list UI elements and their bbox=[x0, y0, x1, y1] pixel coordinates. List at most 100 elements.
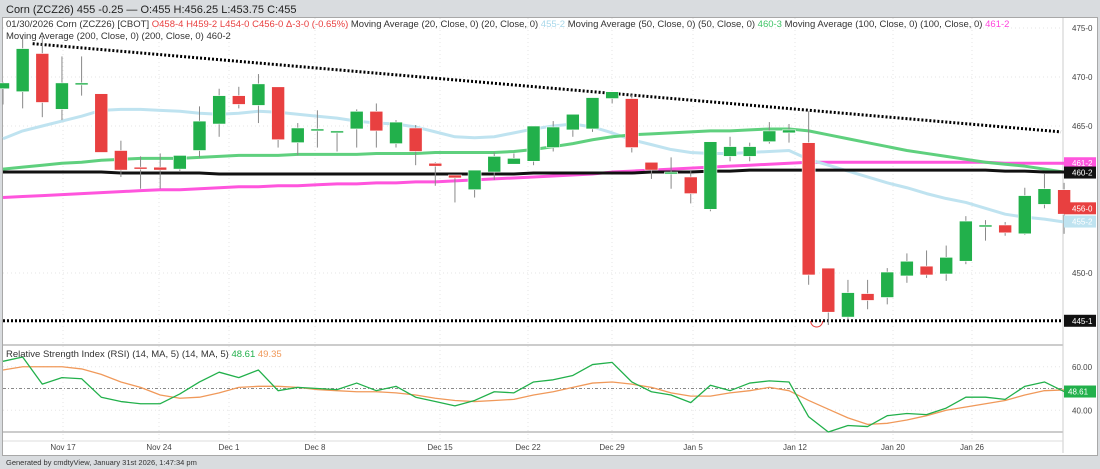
candle[interactable] bbox=[271, 86, 285, 141]
rsi-label: Relative Strength Index (RSI) (14, MA, 5… bbox=[6, 349, 229, 360]
price-tag bbox=[1064, 215, 1096, 228]
candle[interactable] bbox=[998, 224, 1012, 234]
x-axis-tick: Dec 22 bbox=[515, 443, 541, 452]
candle[interactable] bbox=[408, 127, 423, 152]
candle[interactable] bbox=[55, 82, 69, 110]
svg-text:445-1: 445-1 bbox=[1072, 317, 1093, 326]
candle[interactable] bbox=[349, 111, 364, 130]
candle[interactable] bbox=[173, 155, 187, 170]
candle[interactable] bbox=[624, 98, 639, 148]
candle[interactable] bbox=[860, 293, 875, 301]
candle[interactable] bbox=[566, 113, 580, 131]
x-axis-tick: Dec 1 bbox=[219, 443, 240, 452]
price-tag bbox=[1064, 202, 1096, 215]
candle[interactable] bbox=[507, 158, 521, 165]
candle[interactable] bbox=[448, 174, 462, 179]
candle[interactable] bbox=[762, 130, 777, 142]
candle[interactable] bbox=[978, 224, 993, 228]
candle[interactable] bbox=[585, 97, 600, 130]
candle[interactable] bbox=[290, 127, 305, 143]
y-axis-tick: 470-0 bbox=[1072, 73, 1093, 82]
candle[interactable] bbox=[153, 166, 167, 171]
candle[interactable] bbox=[801, 142, 816, 276]
candle[interactable] bbox=[369, 111, 384, 132]
candle[interactable] bbox=[487, 156, 502, 173]
candle[interactable] bbox=[74, 82, 89, 86]
legend-ma20-value: 455-2 bbox=[540, 19, 566, 30]
candle[interactable] bbox=[939, 257, 954, 275]
candle[interactable] bbox=[664, 171, 678, 175]
candle[interactable] bbox=[428, 162, 443, 167]
rsi-axis-tick: 40.00 bbox=[1072, 406, 1093, 415]
x-axis-tick: Jan 20 bbox=[881, 443, 906, 452]
rsi-axis-tick: 60.00 bbox=[1072, 363, 1093, 372]
candle[interactable] bbox=[0, 82, 10, 90]
candle[interactable] bbox=[389, 121, 403, 144]
candle[interactable] bbox=[330, 130, 344, 134]
candle[interactable] bbox=[526, 125, 541, 162]
legend-ma20-label: Moving Average (20, Close, 0) (20, Close… bbox=[350, 19, 539, 30]
candle[interactable] bbox=[310, 128, 325, 132]
rsi-value: 48.61 bbox=[231, 349, 256, 360]
resistance-trendline bbox=[32, 42, 1062, 134]
candle[interactable] bbox=[900, 260, 914, 277]
x-axis-tick: Dec 8 bbox=[305, 443, 326, 452]
candle[interactable] bbox=[880, 271, 895, 298]
svg-text:461-2: 461-2 bbox=[1072, 159, 1093, 168]
price-tag bbox=[1064, 166, 1096, 179]
candle[interactable] bbox=[467, 169, 482, 191]
candle[interactable] bbox=[782, 129, 796, 134]
legend-close: C456-0 bbox=[252, 19, 284, 30]
x-axis-tick: Dec 29 bbox=[599, 443, 625, 452]
y-axis-tick: 465-0 bbox=[1072, 122, 1093, 131]
candle[interactable] bbox=[94, 93, 109, 153]
legend-low: L454-0 bbox=[219, 19, 250, 30]
svg-text:455-2: 455-2 bbox=[1072, 218, 1093, 227]
legend-high: H459-2 bbox=[186, 19, 218, 30]
candle[interactable] bbox=[192, 120, 207, 151]
rsi-ma-value: 49.35 bbox=[257, 349, 282, 360]
x-axis-tick: Jan 26 bbox=[960, 443, 985, 452]
candle[interactable] bbox=[212, 95, 226, 125]
legend-ma200-value: 460-2 bbox=[206, 31, 231, 42]
candle[interactable] bbox=[232, 95, 246, 105]
x-axis-tick: Dec 15 bbox=[427, 443, 453, 452]
candle[interactable] bbox=[821, 267, 836, 313]
candle[interactable] bbox=[15, 48, 30, 93]
candle[interactable] bbox=[605, 91, 619, 99]
candle[interactable] bbox=[114, 150, 128, 171]
legend-ma200-label: Moving Average (200, Close, 0) (200, Clo… bbox=[6, 31, 204, 42]
candle[interactable] bbox=[683, 176, 698, 194]
chart-frame bbox=[2, 17, 1098, 456]
candle[interactable] bbox=[644, 161, 659, 171]
candle[interactable] bbox=[35, 53, 50, 103]
candle[interactable] bbox=[919, 265, 934, 276]
price-legend-line2: Moving Average (200, Close, 0) (200, Clo… bbox=[6, 31, 231, 42]
rsi-tag bbox=[1064, 385, 1096, 398]
candle[interactable] bbox=[1017, 195, 1032, 235]
svg-text:460-2: 460-2 bbox=[1072, 169, 1093, 178]
candle[interactable] bbox=[742, 146, 757, 157]
rsi-legend: Relative Strength Index (RSI) (14, MA, 5… bbox=[6, 349, 282, 360]
legend-ma50-value: 460-3 bbox=[757, 19, 782, 30]
candle[interactable] bbox=[133, 166, 148, 170]
legend-symbol: Corn (ZCZ26) [CBOT] bbox=[56, 19, 150, 30]
x-axis-tick: Nov 24 bbox=[146, 443, 172, 452]
candle[interactable] bbox=[703, 141, 718, 210]
footer-generated: Generated by cmdtyView, January 31st 202… bbox=[6, 458, 197, 467]
candle[interactable] bbox=[723, 146, 737, 157]
candle[interactable] bbox=[546, 126, 561, 148]
candle[interactable] bbox=[1037, 188, 1052, 205]
x-axis-tick: Jan 12 bbox=[783, 443, 808, 452]
x-axis-tick: Nov 17 bbox=[50, 443, 76, 452]
candle[interactable] bbox=[959, 220, 973, 262]
candle[interactable] bbox=[841, 292, 855, 318]
legend-ma50-label: Moving Average (50, Close, 0) (50, Close… bbox=[567, 19, 756, 30]
legend-open: O458-4 bbox=[151, 19, 184, 30]
window-title: Corn (ZCZ26) 455 -0.25 — O:455 H:456.25 … bbox=[6, 4, 297, 16]
x-axis-tick: Jan 5 bbox=[683, 443, 703, 452]
y-axis-tick: 450-0 bbox=[1072, 269, 1093, 278]
candle[interactable] bbox=[251, 83, 266, 106]
svg-text:48.61: 48.61 bbox=[1068, 388, 1089, 397]
